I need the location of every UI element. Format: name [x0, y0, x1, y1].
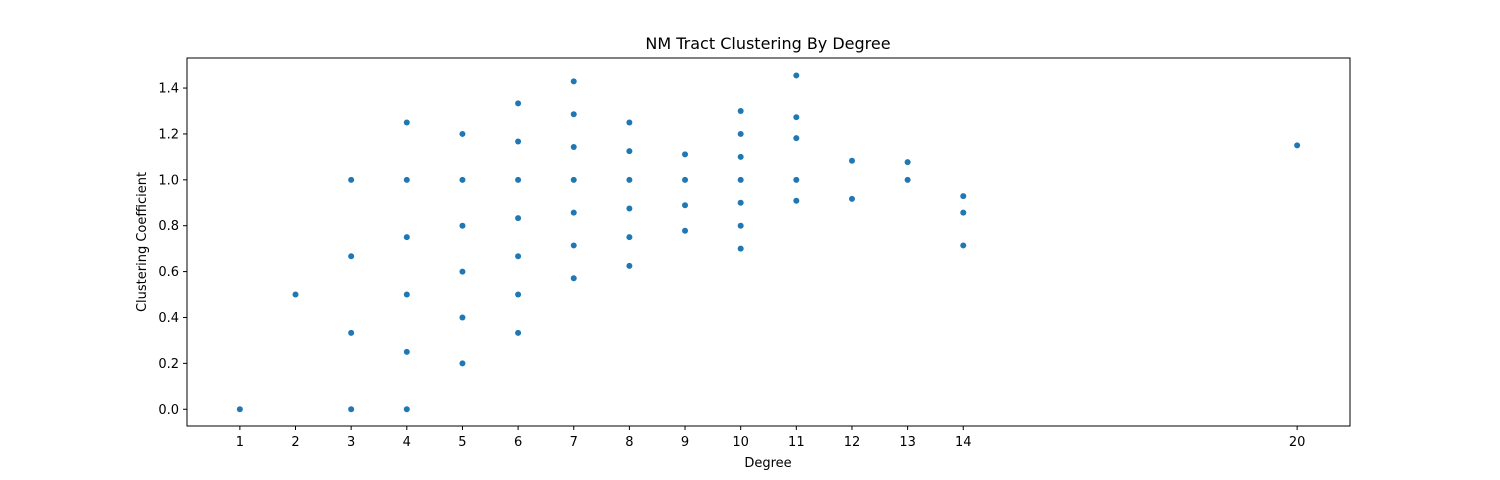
data-point	[570, 144, 577, 151]
plot-frame	[186, 57, 1351, 427]
y-tick-label: 1.4	[158, 82, 179, 97]
x-tick-label: 2	[291, 435, 299, 450]
y-tick-label: 0.2	[158, 357, 179, 372]
data-point	[1294, 142, 1301, 149]
data-point	[626, 205, 633, 212]
data-point	[570, 242, 577, 249]
data-point	[737, 199, 744, 206]
data-point	[737, 108, 744, 114]
y-tick-label: 0.0	[158, 403, 179, 418]
data-point	[403, 406, 410, 413]
x-tick-label: 3	[347, 435, 355, 450]
data-point	[459, 130, 466, 137]
x-tick-label: 10	[732, 435, 749, 450]
data-point	[960, 209, 967, 216]
y-axis-ticks: 0.0 0.2 0.4 0.6 0.8 1.0 1.2 1.4	[158, 82, 187, 418]
data-point	[626, 234, 633, 241]
data-point	[403, 348, 410, 355]
x-tick-label: 12	[844, 435, 861, 450]
data-point	[793, 176, 800, 183]
x-axis-label: Degree	[744, 456, 791, 471]
data-point	[626, 176, 633, 183]
data-point	[515, 253, 522, 260]
data-point	[515, 291, 522, 298]
y-tick-label: 0.4	[158, 311, 179, 326]
x-tick-label: 5	[458, 435, 466, 450]
x-tick-label: 11	[788, 435, 805, 450]
data-point	[515, 100, 522, 107]
x-axis-ticks: 1 2 3 4 5 6 7 8 9 10 11 12 13 14 20	[236, 426, 1306, 450]
data-point	[570, 209, 577, 216]
data-point	[403, 291, 410, 298]
data-point	[626, 119, 633, 126]
data-point	[904, 176, 911, 183]
y-tick-label: 0.8	[158, 219, 179, 234]
data-point	[682, 176, 689, 183]
data-point	[348, 253, 355, 260]
data-point	[682, 151, 689, 158]
points-layer	[236, 72, 1301, 413]
data-point	[682, 202, 689, 209]
data-point	[737, 130, 744, 137]
data-point	[626, 148, 633, 155]
data-point	[848, 157, 855, 164]
x-tick-label: 20	[1289, 435, 1306, 450]
data-point	[236, 406, 243, 413]
data-point	[737, 176, 744, 183]
data-point	[960, 193, 967, 200]
data-point	[515, 176, 522, 183]
data-point	[348, 329, 355, 336]
data-point	[793, 197, 800, 204]
y-axis-label: Clustering Coefficient	[135, 172, 150, 312]
x-tick-label: 7	[570, 435, 578, 450]
data-point	[403, 234, 410, 241]
y-tick-label: 1.2	[158, 127, 179, 142]
data-point	[403, 119, 410, 126]
data-point	[515, 138, 522, 145]
data-point	[570, 111, 577, 118]
x-tick-label: 9	[681, 435, 689, 450]
data-point	[515, 215, 522, 222]
data-point	[459, 360, 466, 367]
data-point	[737, 245, 744, 252]
x-tick-label: 14	[955, 435, 972, 450]
chart-title: NM Tract Clustering By Degree	[645, 34, 890, 53]
data-point	[793, 135, 800, 142]
data-point	[848, 195, 855, 202]
x-tick-label: 1	[236, 435, 244, 450]
data-point	[793, 114, 800, 121]
data-point	[737, 222, 744, 229]
data-point	[348, 176, 355, 183]
data-point	[348, 406, 355, 413]
data-point	[682, 227, 689, 234]
data-point	[960, 242, 967, 249]
data-point	[904, 159, 911, 166]
data-point	[626, 262, 633, 269]
y-tick-label: 1.0	[158, 173, 179, 188]
x-tick-label: 6	[514, 435, 522, 450]
data-point	[570, 275, 577, 282]
x-tick-label: 13	[899, 435, 916, 450]
data-point	[459, 314, 466, 321]
data-point	[570, 176, 577, 183]
data-point	[793, 72, 800, 79]
x-tick-label: 4	[403, 435, 411, 450]
data-point	[459, 176, 466, 183]
x-tick-label: 8	[625, 435, 633, 450]
data-point	[403, 176, 410, 183]
data-point	[292, 291, 299, 298]
data-point	[570, 78, 577, 85]
data-point	[515, 329, 522, 336]
data-point	[459, 268, 466, 275]
data-point	[459, 222, 466, 229]
y-tick-label: 0.6	[158, 265, 179, 280]
data-point	[737, 153, 744, 160]
